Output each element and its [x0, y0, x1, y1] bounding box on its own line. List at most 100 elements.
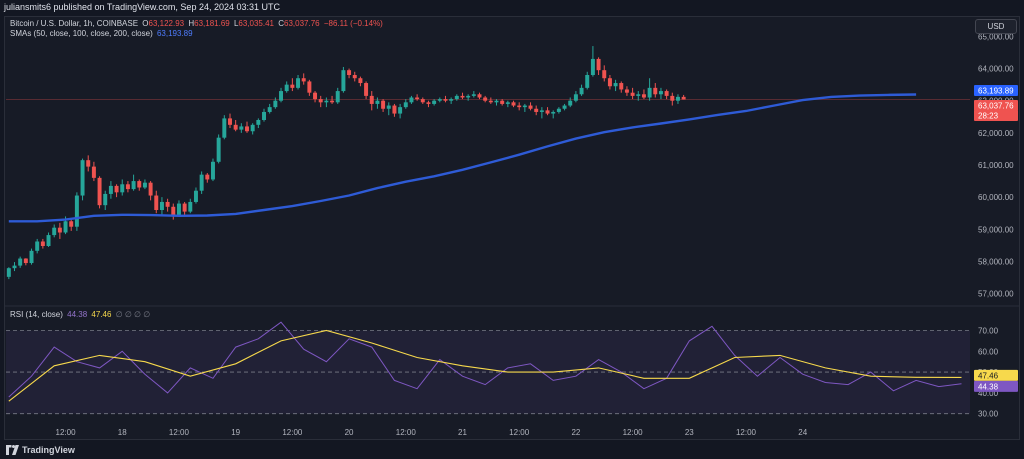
candle — [528, 102, 533, 111]
candle — [40, 238, 45, 249]
candle — [675, 94, 680, 104]
candle — [494, 99, 499, 106]
legend-symbol: Bitcoin / U.S. Dollar, 1h, COINBASE — [10, 19, 139, 28]
candle — [488, 97, 493, 104]
candle — [80, 158, 85, 201]
candle — [613, 79, 618, 92]
candle — [335, 87, 340, 104]
candle — [284, 81, 289, 93]
candle — [239, 123, 244, 133]
svg-text:44.38: 44.38 — [978, 382, 999, 391]
candle — [142, 179, 147, 190]
candle — [477, 92, 482, 100]
candle — [386, 102, 391, 116]
legend-close: 63,037.76 — [284, 19, 320, 28]
candle — [647, 78, 652, 101]
candle — [409, 95, 414, 104]
candle — [35, 238, 40, 254]
legend-open-label: O — [142, 19, 149, 28]
candle — [91, 161, 96, 182]
rsi-empty-marks: ∅ ∅ ∅ ∅ — [115, 310, 151, 319]
time-axis-label: 20 — [345, 428, 354, 437]
candle — [443, 95, 448, 103]
candle — [210, 158, 215, 182]
brand-name: TradingView — [22, 445, 75, 455]
footer: TradingView — [0, 441, 1024, 459]
chart-frame — [4, 16, 1020, 440]
legend-open: 63,122.93 — [148, 19, 185, 28]
candle — [602, 65, 607, 82]
candle — [573, 91, 578, 103]
candle — [301, 73, 306, 85]
candle — [471, 91, 476, 98]
candle — [267, 103, 272, 114]
candle-layer — [6, 46, 686, 280]
candle — [193, 187, 198, 204]
candle — [585, 71, 590, 90]
candle — [222, 115, 227, 140]
candle — [375, 97, 380, 109]
candle — [681, 94, 686, 100]
candle — [522, 103, 527, 112]
candle — [125, 181, 130, 193]
candle — [534, 105, 539, 116]
candle — [29, 248, 34, 265]
sma-label: SMAs (50, close, 100, close, 200, close) — [10, 29, 153, 38]
candle — [630, 87, 635, 100]
candle — [97, 176, 102, 209]
legend-low-label: L — [233, 19, 239, 28]
rsi-value: 44.38 — [67, 310, 88, 319]
price-axis-label: 65,000.00 — [978, 32, 1014, 41]
candle — [46, 232, 51, 247]
top-bar: juliansmits6 published on TradingView.co… — [0, 0, 1024, 16]
candle — [670, 92, 675, 106]
candle — [330, 95, 335, 104]
chart-area[interactable]: 57,000.00 58,000.00 59,000.00 60,000.00 61,0… — [0, 0, 1024, 441]
candle — [562, 103, 567, 111]
candle — [415, 94, 420, 101]
candle — [137, 179, 142, 191]
candle — [199, 171, 204, 194]
price-axis-label: 58,000.00 — [978, 257, 1014, 266]
candle — [596, 57, 601, 75]
candle — [324, 97, 329, 108]
price-axis-label: 60,000.00 — [978, 193, 1014, 202]
time-axis-label: 23 — [685, 428, 694, 437]
legend-high: 63,181.69 — [194, 19, 230, 28]
rsi-label: RSI (14, close) — [10, 310, 63, 319]
candle — [103, 190, 108, 210]
candle — [216, 134, 221, 164]
price-axis-label: 64,000.00 — [978, 65, 1014, 74]
candle — [505, 100, 510, 108]
candle — [641, 89, 646, 100]
candle — [369, 91, 374, 111]
candle — [432, 99, 437, 106]
candle — [290, 78, 295, 92]
rsi-axis-label: 70.00 — [978, 326, 999, 335]
candle — [381, 99, 386, 112]
candle — [18, 256, 23, 268]
candle — [74, 192, 79, 231]
candle — [205, 173, 210, 183]
legend-low: 63,035.41 — [238, 19, 274, 28]
candle — [86, 155, 91, 172]
candle — [262, 108, 266, 122]
candle — [607, 75, 612, 90]
svg-text:63,037.76: 63,037.76 — [978, 101, 1014, 110]
candle — [454, 94, 459, 101]
candle — [636, 91, 641, 101]
publish-info: juliansmits6 published on TradingView.co… — [4, 2, 280, 12]
candle — [250, 123, 255, 135]
currency-button[interactable]: USD — [975, 19, 1017, 34]
candle — [6, 267, 11, 280]
candle — [619, 81, 624, 93]
rsi-value-badge: 44.38 — [974, 380, 1018, 392]
svg-text:28:23: 28:23 — [978, 111, 999, 120]
candle — [318, 95, 323, 108]
time-axis-label: 21 — [458, 428, 467, 437]
rsi-axis-label: 30.00 — [978, 410, 999, 419]
price-legend: Bitcoin / U.S. Dollar, 1h, COINBASE O63,… — [10, 19, 385, 28]
candle — [296, 75, 301, 90]
time-axis-label: 22 — [571, 428, 580, 437]
candle — [341, 66, 346, 93]
